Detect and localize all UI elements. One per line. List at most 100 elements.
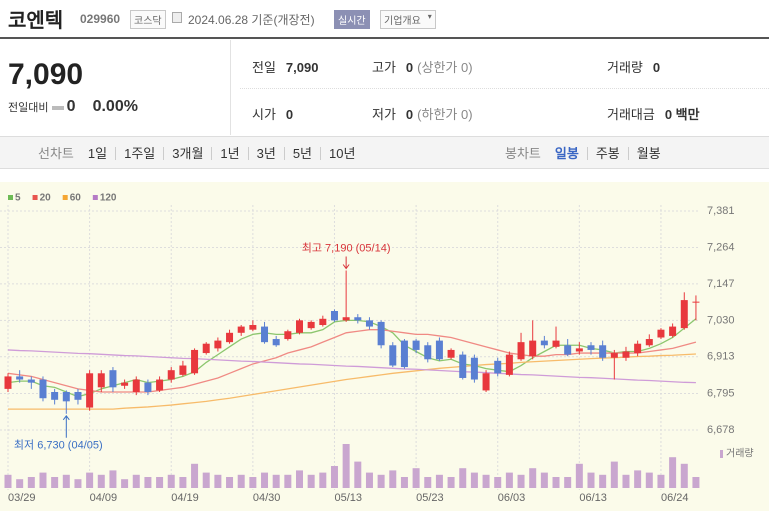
candle-body bbox=[16, 376, 24, 380]
stat-value: 0 백만 bbox=[664, 107, 700, 122]
candle-body bbox=[97, 373, 105, 388]
tab[interactable]: 1년 bbox=[211, 147, 247, 160]
candle-body bbox=[74, 391, 82, 400]
volume-bar bbox=[202, 472, 210, 488]
tab[interactable]: 월봉 bbox=[627, 147, 669, 160]
candle-body bbox=[400, 340, 408, 368]
stat: 거래량 0 bbox=[607, 57, 664, 76]
market-badge: 코스닥 bbox=[130, 10, 166, 29]
volume-bar bbox=[622, 474, 630, 488]
volume-bar bbox=[447, 477, 455, 488]
candle-body bbox=[249, 325, 257, 330]
change: 0 bbox=[66, 98, 76, 115]
tab[interactable]: 5년 bbox=[283, 147, 320, 160]
stat: 거래대금 0 백만 bbox=[607, 104, 704, 123]
candle-body bbox=[202, 343, 210, 354]
legend-label: 20 bbox=[40, 193, 52, 204]
volume-bar bbox=[354, 461, 362, 488]
tab[interactable]: 10년 bbox=[320, 147, 363, 160]
candle-body bbox=[540, 340, 548, 346]
x-tick-label: 06/13 bbox=[579, 492, 607, 504]
candle-body bbox=[365, 320, 373, 327]
candle-body bbox=[51, 391, 59, 400]
stat-label: 시가 bbox=[252, 107, 276, 122]
candle-body bbox=[517, 342, 525, 360]
volume-bar bbox=[51, 477, 59, 488]
candle-body bbox=[342, 317, 350, 321]
volume-bar bbox=[226, 477, 234, 488]
volume-bar bbox=[156, 477, 164, 488]
y-tick-label: 6,678 bbox=[707, 424, 735, 436]
candle-body bbox=[587, 345, 595, 350]
volume-bar bbox=[167, 474, 175, 488]
tab[interactable]: 3개월 bbox=[163, 147, 211, 160]
volume-bar bbox=[4, 474, 12, 488]
high-annotation: 최고 7,190 (05/14) bbox=[302, 241, 391, 254]
candle-body bbox=[505, 354, 513, 375]
candle-tabs: 봉차트 일봉 주봉 월봉 bbox=[497, 146, 669, 161]
stat-value: 0 bbox=[405, 107, 414, 122]
stat: 전일 7,090 bbox=[252, 57, 322, 76]
change-label: 전일대비 bbox=[8, 102, 49, 114]
volume-bar bbox=[97, 474, 105, 488]
legend-swatch bbox=[62, 195, 68, 200]
volume-bar bbox=[272, 474, 280, 488]
overview-label: 기업개요 bbox=[384, 16, 421, 27]
legend-swatch bbox=[92, 195, 98, 200]
volume-bar bbox=[692, 477, 700, 488]
stat-label: 고가 bbox=[372, 60, 396, 75]
volume-bar bbox=[237, 474, 245, 488]
candle-body bbox=[284, 331, 292, 340]
tab[interactable]: 1일 bbox=[87, 146, 108, 161]
volume-bar bbox=[191, 463, 199, 488]
overview-button[interactable]: 기업개요 ▾ bbox=[380, 10, 436, 29]
stat: 저가 0 (하한가 0) bbox=[372, 104, 473, 123]
ma-line bbox=[8, 353, 696, 410]
candle-body bbox=[272, 339, 280, 346]
volume-bar bbox=[400, 477, 408, 488]
x-tick-label: 05/13 bbox=[334, 492, 362, 504]
candle-body bbox=[4, 376, 12, 389]
candle-body bbox=[389, 345, 397, 366]
volume-bar bbox=[284, 474, 292, 488]
candle-body bbox=[634, 343, 642, 354]
candle-body bbox=[680, 300, 688, 329]
y-tick-label: 7,147 bbox=[707, 278, 735, 290]
candle-body bbox=[307, 321, 315, 329]
volume-bar bbox=[505, 472, 513, 488]
x-tick-label: 04/30 bbox=[253, 492, 281, 504]
candle-body bbox=[226, 332, 234, 343]
volume-bar bbox=[377, 474, 385, 488]
header-rule bbox=[0, 37, 769, 39]
tab[interactable]: 3년 bbox=[247, 147, 284, 160]
tab[interactable]: 1주일 bbox=[115, 147, 163, 160]
volume-bar bbox=[657, 474, 665, 488]
candle-body bbox=[330, 310, 338, 321]
volume-bar bbox=[645, 472, 653, 488]
candle-body bbox=[39, 379, 47, 399]
ma-line bbox=[7, 329, 697, 393]
candle-body bbox=[494, 360, 502, 374]
y-tick-label: 7,381 bbox=[707, 205, 735, 217]
legend-label: 120 bbox=[100, 193, 117, 204]
candle-body bbox=[62, 391, 70, 402]
volume-bar bbox=[342, 444, 350, 488]
candle-body bbox=[354, 317, 362, 321]
volume-bar bbox=[249, 477, 257, 488]
candle-body bbox=[552, 340, 560, 347]
realtime-badge[interactable]: 실시간 bbox=[334, 10, 370, 29]
candle-body bbox=[599, 345, 607, 358]
tab[interactable]: 일봉 bbox=[554, 146, 579, 161]
line-tabs: 선차트 1일 1주일 3개월 1년 3년 5년 10년 bbox=[30, 146, 363, 161]
volume-legend-swatch bbox=[720, 450, 723, 458]
candle-body bbox=[482, 373, 490, 391]
candle-body bbox=[296, 320, 303, 333]
x-tick-label: 03/29 bbox=[8, 492, 36, 504]
low-arrow bbox=[62, 414, 70, 438]
volume-bar bbox=[680, 463, 688, 488]
volume-bar bbox=[330, 466, 338, 488]
candle-body bbox=[657, 329, 665, 338]
tab[interactable]: 주봉 bbox=[586, 147, 628, 160]
volume-bar bbox=[132, 474, 140, 488]
